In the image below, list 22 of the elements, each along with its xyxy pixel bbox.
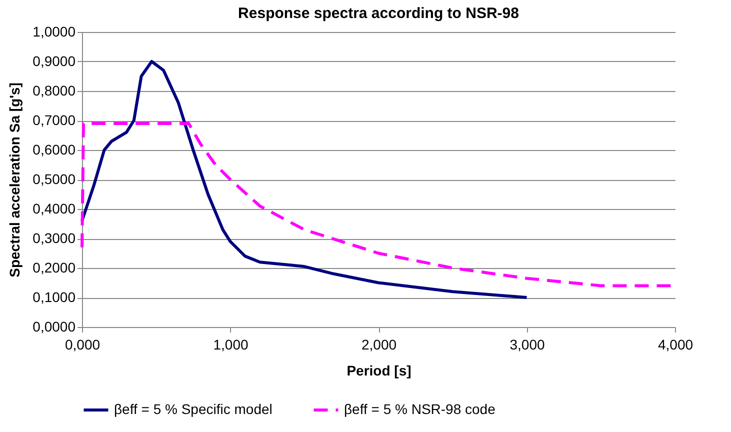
y-tick-label: 0,5000 (32, 171, 76, 187)
y-axis-title: Spectral acceleration Sa [g's] (6, 82, 23, 278)
x-tick-label: 1,000 (213, 336, 248, 352)
x-tick-label: 4,000 (658, 336, 694, 352)
y-tick-label: 0,2000 (32, 260, 76, 276)
legend-label: βeff = 5 % Specific model (114, 401, 272, 417)
y-tick-label: 0,0000 (32, 318, 76, 334)
y-tick-label: 0,7000 (32, 112, 76, 128)
x-tick-label: 2,000 (361, 336, 397, 352)
x-tick-label: 0,000 (64, 336, 100, 352)
x-axis-title: Period [s] (346, 362, 412, 378)
y-tick-label: 1,0000 (32, 24, 76, 40)
x-tick-label: 3,000 (510, 336, 545, 352)
y-tick-label: 0,8000 (32, 82, 76, 98)
legend-label: βeff = 5 % NSR-98 code (344, 401, 496, 417)
y-tick-label: 0,1000 (32, 289, 76, 305)
y-tick-label: 0,6000 (32, 142, 76, 158)
line-series (80, 60, 528, 299)
chart-title: Response spectra according to NSR-98 (238, 5, 519, 22)
y-tick-label: 0,3000 (32, 230, 76, 246)
y-tick-label: 0,4000 (32, 200, 76, 216)
y-tick-label: 0,9000 (32, 53, 76, 69)
